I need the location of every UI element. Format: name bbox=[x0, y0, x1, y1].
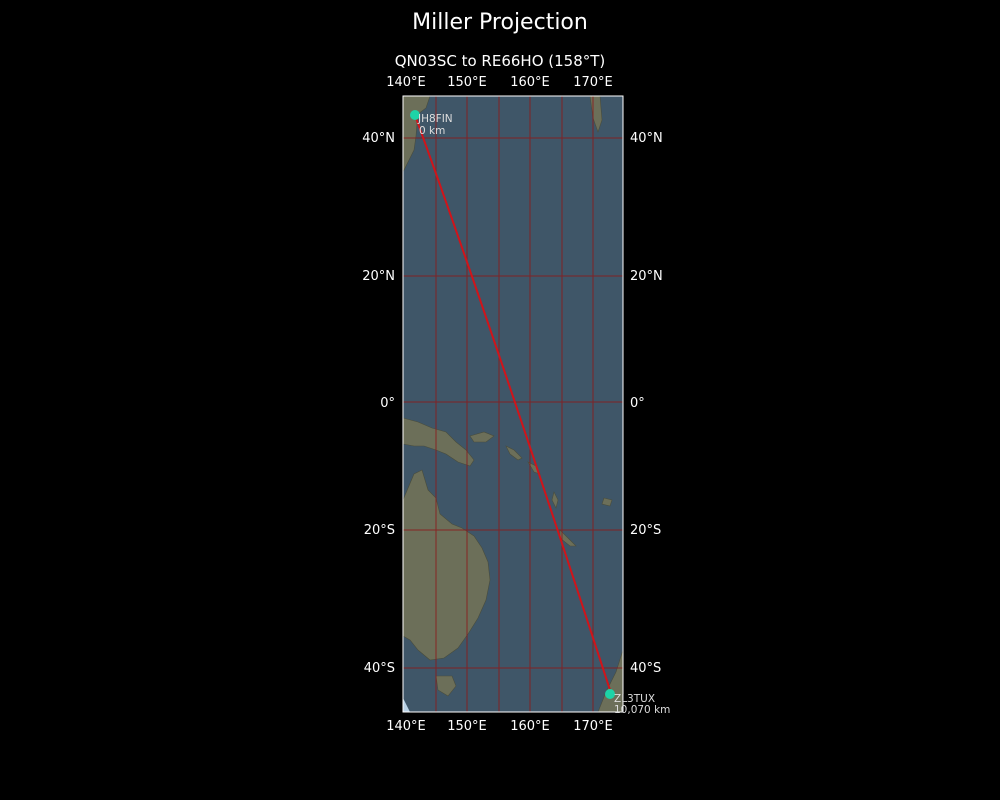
lon-tick-label-bottom: 160°E bbox=[510, 719, 550, 734]
tasmania-landmass bbox=[435, 675, 457, 697]
fiji-islands bbox=[601, 497, 613, 507]
great-circle-route bbox=[415, 117, 611, 691]
southern-ice bbox=[403, 698, 410, 712]
australia-landmass bbox=[403, 469, 491, 661]
lat-tick-label-left: 0° bbox=[380, 396, 395, 411]
map-title: Miller Projection bbox=[412, 10, 588, 35]
lon-tick-label-bottom: 140°E bbox=[386, 719, 426, 734]
lat-tick-label-left: 40°S bbox=[364, 661, 395, 676]
station-distance-label: 10,070 km bbox=[614, 704, 670, 716]
station-callsign-label: ZL3TUX bbox=[614, 693, 655, 705]
route-subtitle: QN03SC to RE66HO (158°T) bbox=[394, 52, 606, 70]
lat-tick-label-right: 40°N bbox=[630, 131, 663, 146]
lon-tick-label-top: 150°E bbox=[447, 75, 487, 90]
lon-tick-label-top: 160°E bbox=[510, 75, 550, 90]
lat-tick-label-right: 0° bbox=[630, 396, 645, 411]
lon-tick-label-top: 140°E bbox=[386, 75, 426, 90]
station-distance-label: 0 km bbox=[419, 125, 445, 137]
lat-tick-label-right: 20°N bbox=[630, 269, 663, 284]
map-frame bbox=[402, 95, 624, 713]
lat-tick-label-left: 20°N bbox=[362, 269, 395, 284]
graticule bbox=[403, 96, 623, 712]
station-marker bbox=[410, 110, 420, 120]
station-marker bbox=[605, 689, 615, 699]
new-britain-landmass bbox=[469, 431, 495, 443]
japan-landmass bbox=[403, 96, 431, 173]
lat-tick-label-left: 20°S bbox=[364, 523, 395, 538]
lon-tick-label-bottom: 170°E bbox=[573, 719, 613, 734]
lon-tick-label-bottom: 150°E bbox=[447, 719, 487, 734]
lat-tick-label-right: 20°S bbox=[630, 523, 661, 538]
new-guinea-landmass bbox=[403, 417, 475, 467]
lon-tick-label-top: 170°E bbox=[573, 75, 613, 90]
lat-tick-label-right: 40°S bbox=[630, 661, 661, 676]
land-layer bbox=[403, 96, 623, 712]
lat-tick-label-left: 40°N bbox=[362, 131, 395, 146]
station-callsign-label: JH8FIN bbox=[417, 113, 453, 125]
